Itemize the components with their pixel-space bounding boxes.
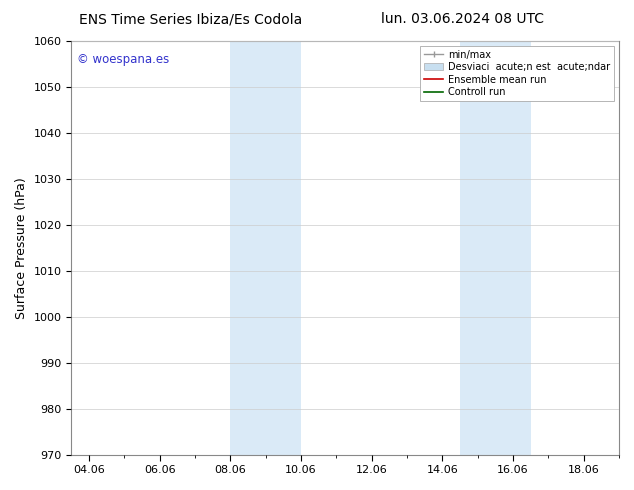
Bar	[230, 41, 301, 455]
Text: lun. 03.06.2024 08 UTC: lun. 03.06.2024 08 UTC	[381, 12, 545, 26]
Legend: min/max, Desviaci  acute;n est  acute;ndar, Ensemble mean run, Controll run: min/max, Desviaci acute;n est acute;ndar…	[420, 46, 614, 101]
Text: © woespana.es: © woespana.es	[77, 53, 169, 67]
Text: ENS Time Series Ibiza/Es Codola: ENS Time Series Ibiza/Es Codola	[79, 12, 302, 26]
Y-axis label: Surface Pressure (hPa): Surface Pressure (hPa)	[15, 177, 28, 318]
Bar	[460, 41, 531, 455]
